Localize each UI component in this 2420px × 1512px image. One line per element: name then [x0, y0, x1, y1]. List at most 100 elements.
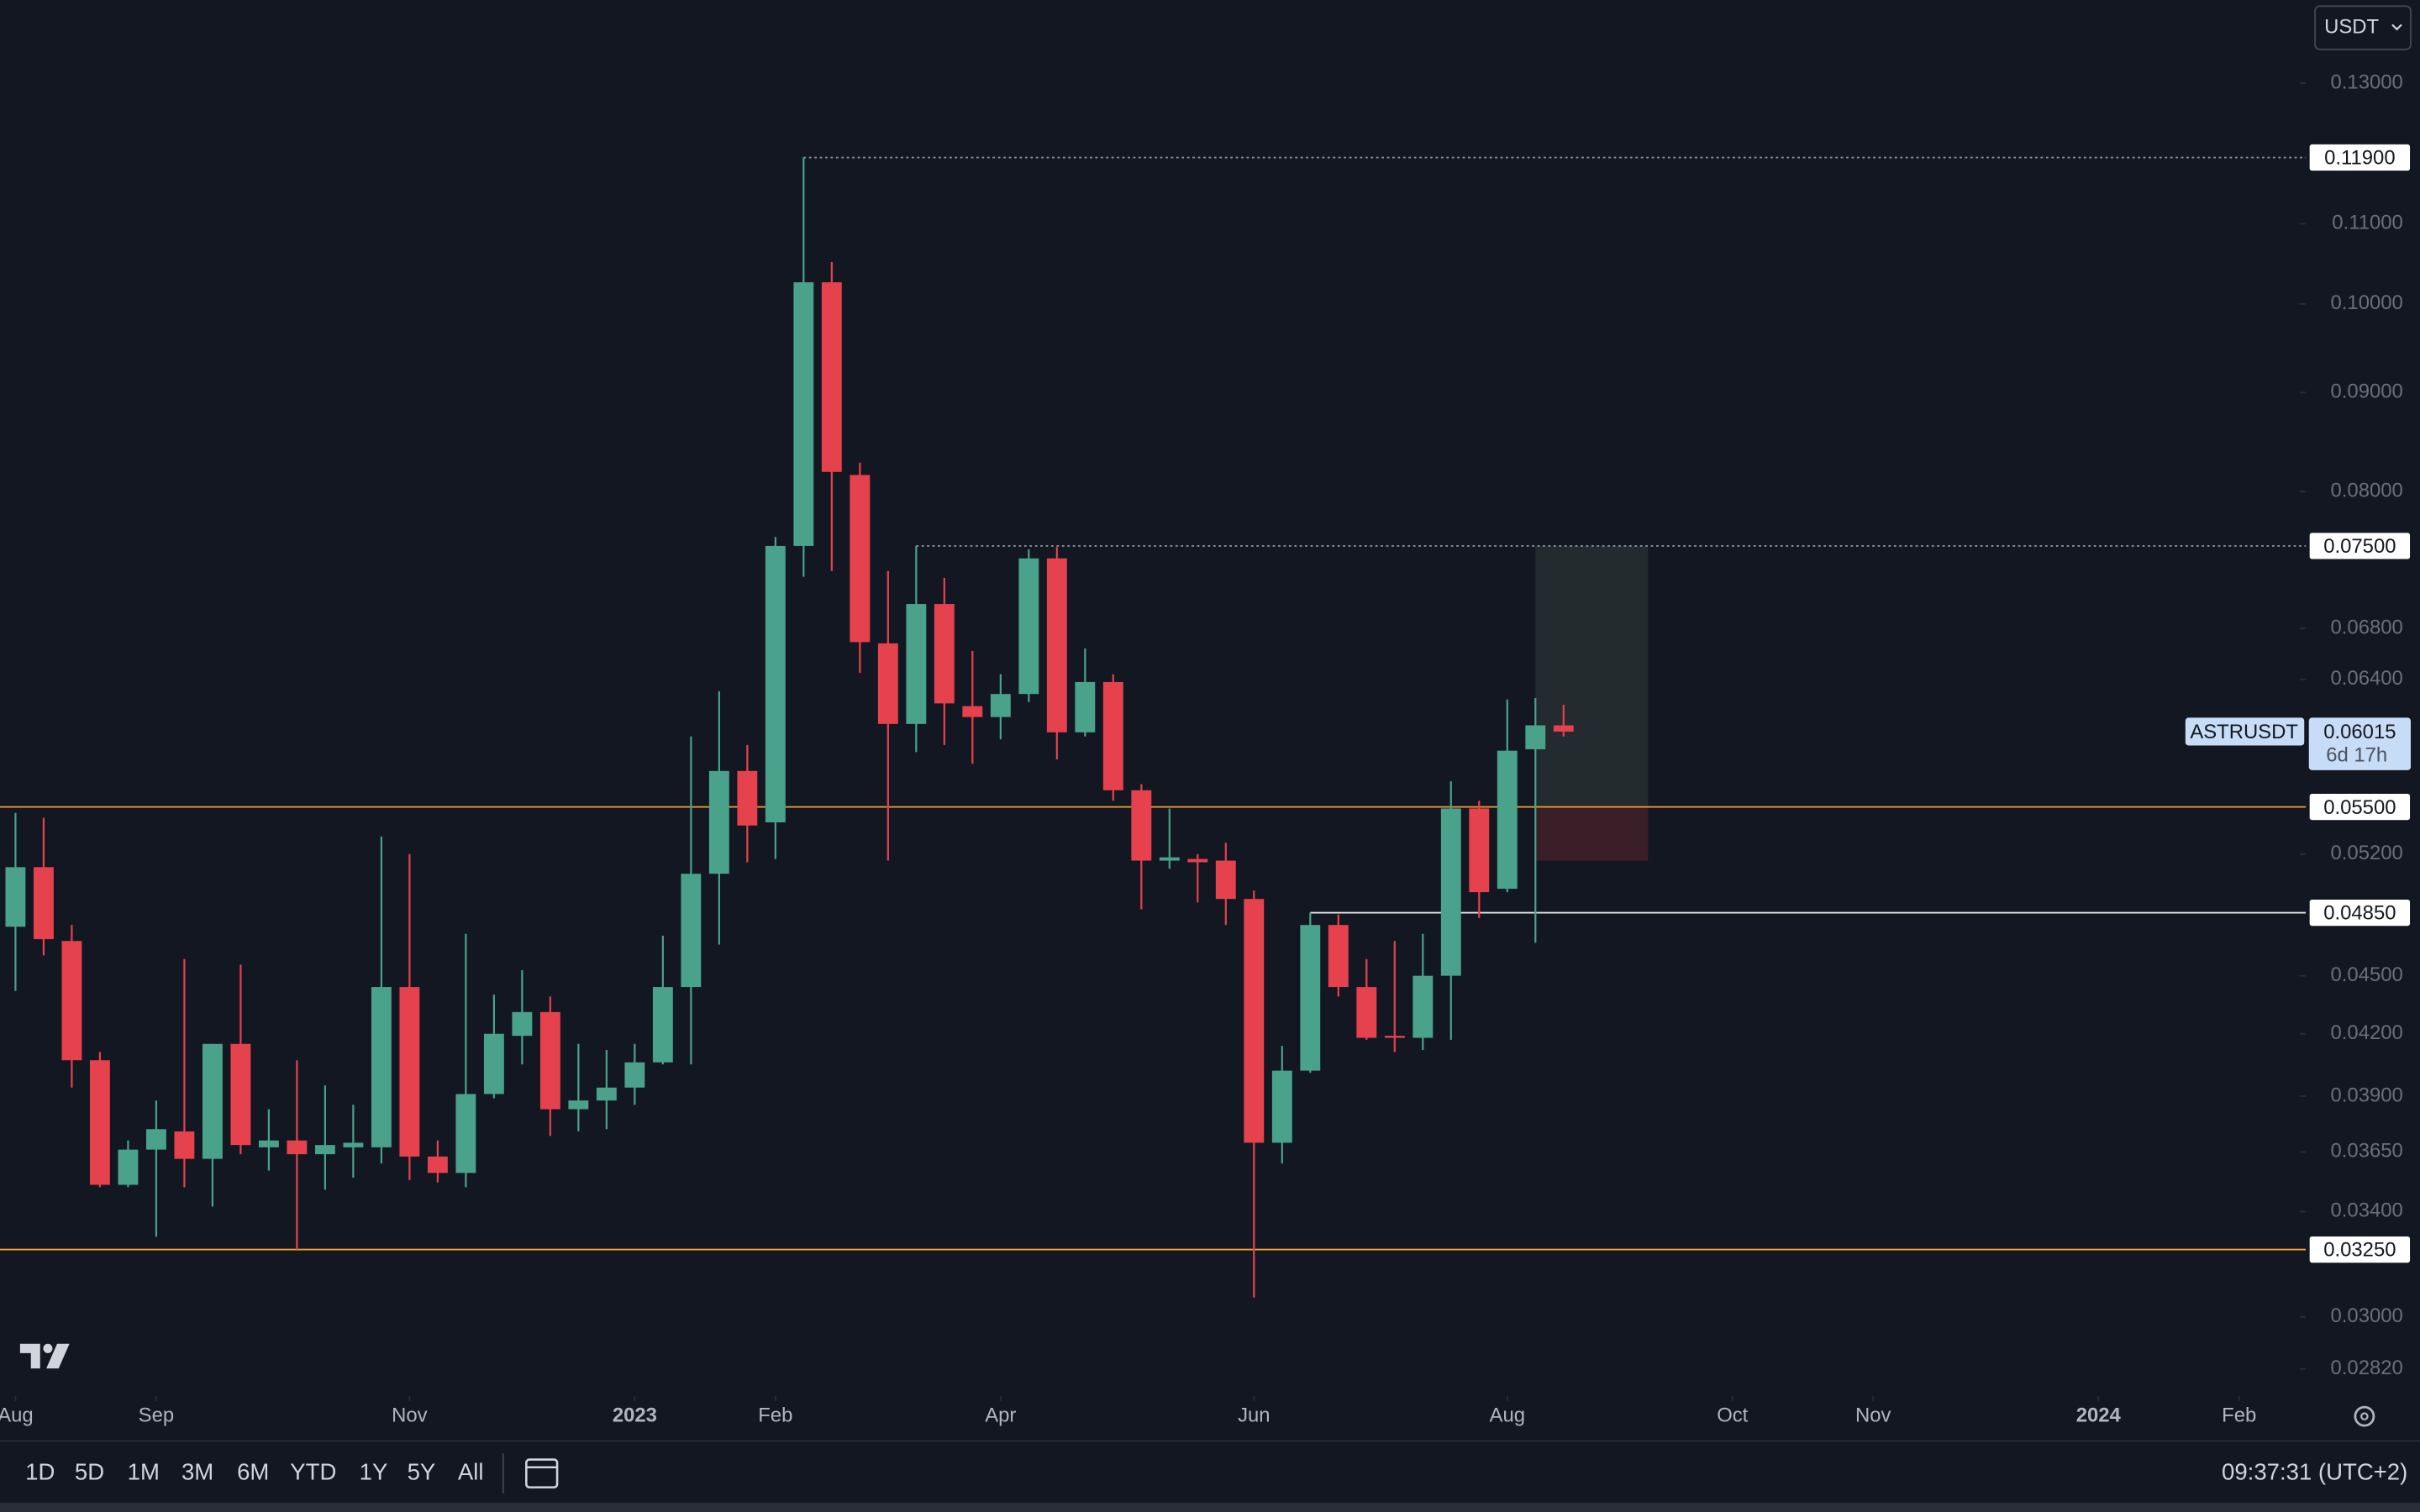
candle-body — [399, 987, 420, 1157]
candle — [652, 935, 673, 1065]
candle-body — [258, 1140, 279, 1147]
level-label: 0.07500 — [2323, 535, 2396, 558]
candle — [1075, 648, 1096, 737]
candle — [1159, 808, 1180, 869]
candle — [512, 969, 533, 1065]
calendar-icon[interactable] — [525, 1458, 559, 1488]
candle — [1215, 843, 1236, 926]
range-button[interactable]: 6M — [237, 1458, 269, 1484]
candle-body — [539, 1011, 560, 1110]
candle-body — [708, 770, 729, 874]
y-tick-label: 0.06800 — [2331, 616, 2403, 638]
candle — [427, 1140, 448, 1183]
calendar-button[interactable] — [525, 1458, 559, 1488]
candle-body — [483, 1033, 504, 1095]
candle — [287, 1060, 308, 1250]
level-label-box — [2307, 898, 2412, 928]
candle-body — [33, 867, 54, 940]
candle — [483, 995, 504, 1099]
gear-center[interactable] — [2360, 1412, 2369, 1420]
candle — [1131, 784, 1152, 910]
x-tick-label: Sep — [139, 1404, 174, 1426]
candle-body — [1384, 1036, 1405, 1038]
x-tick-label: 2024 — [2076, 1404, 2122, 1426]
candle-body — [1131, 790, 1152, 861]
candle-body — [1328, 925, 1349, 988]
candle — [850, 462, 871, 674]
range-button[interactable]: 5Y — [408, 1458, 436, 1484]
y-tick-label: 0.13000 — [2331, 71, 2403, 93]
position-stop-zone — [1535, 806, 1649, 861]
candle — [737, 744, 758, 863]
dropdown-box[interactable] — [2314, 5, 2412, 50]
candle-body — [230, 1043, 251, 1146]
range-button[interactable]: All — [458, 1458, 484, 1484]
x-tick-label: Feb — [2222, 1404, 2256, 1426]
candle-body — [455, 1094, 476, 1173]
candle-body — [1300, 925, 1321, 1071]
candle-body — [1469, 808, 1490, 893]
range-button[interactable]: 3M — [182, 1458, 213, 1484]
candle — [1497, 699, 1518, 893]
countdown-label: 6d 17h — [2326, 744, 2387, 767]
candle-body — [61, 941, 82, 1061]
range-button[interactable]: YTD — [290, 1458, 336, 1484]
candle — [258, 1109, 279, 1171]
candle — [1244, 890, 1265, 1298]
candle-body — [1215, 860, 1236, 900]
candle — [202, 1043, 223, 1207]
candle — [61, 925, 82, 1088]
candle — [681, 736, 702, 1065]
y-tick-label: 0.03400 — [2331, 1200, 2403, 1222]
range-button[interactable]: 1Y — [360, 1458, 388, 1484]
gear[interactable] — [2354, 1405, 2375, 1427]
logo-part — [19, 1343, 40, 1369]
candle — [1469, 801, 1490, 918]
candle-body — [821, 282, 842, 472]
candle-body — [1102, 681, 1123, 790]
y-tick-label: 0.08000 — [2331, 480, 2403, 502]
range-button[interactable]: 1D — [25, 1458, 55, 1484]
candle — [765, 537, 786, 859]
currency-label[interactable]: USDT — [2324, 15, 2379, 38]
candle-body — [850, 475, 871, 643]
level-label-box — [2307, 531, 2412, 561]
candle-body — [89, 1060, 110, 1185]
candle-body — [1525, 725, 1546, 749]
x-tick-label: Aug — [0, 1404, 34, 1426]
candle — [1440, 781, 1461, 1040]
candle — [399, 853, 420, 1180]
range-button[interactable]: 5D — [75, 1458, 104, 1484]
candle-body — [596, 1087, 617, 1101]
candle-body — [1356, 987, 1377, 1038]
y-tick-label: 0.03650 — [2331, 1140, 2403, 1163]
candle-body — [1187, 858, 1208, 863]
candle-body — [202, 1043, 223, 1159]
candle — [1356, 958, 1377, 1040]
candle-body — [512, 1011, 533, 1037]
chevron[interactable] — [2391, 24, 2402, 31]
candle — [455, 933, 476, 1188]
candle — [343, 1105, 364, 1178]
candle-body — [990, 694, 1011, 717]
tv-logo — [19, 1343, 70, 1369]
candle — [568, 1043, 589, 1131]
level-label: 0.03250 — [2323, 1239, 2396, 1262]
range-button[interactable]: 1M — [128, 1458, 160, 1484]
candle — [934, 578, 955, 745]
candle — [5, 812, 26, 991]
currency-dropdown[interactable]: USDT — [2314, 5, 2412, 50]
y-tick-label: 0.03000 — [2331, 1305, 2403, 1327]
settings-icon[interactable] — [2354, 1405, 2375, 1427]
position-target-zone — [1535, 545, 1649, 807]
candle — [1018, 549, 1039, 702]
level-label-box — [2307, 792, 2412, 822]
clock: 09:37:31 (UTC+2) — [2222, 1458, 2407, 1484]
candle-body — [1413, 975, 1434, 1038]
x-tick-label: Jun — [1238, 1404, 1270, 1426]
candle — [1046, 547, 1067, 759]
candle-body — [624, 1062, 645, 1088]
candle-body — [371, 987, 392, 1147]
candle — [33, 817, 54, 956]
candle — [990, 674, 1011, 740]
